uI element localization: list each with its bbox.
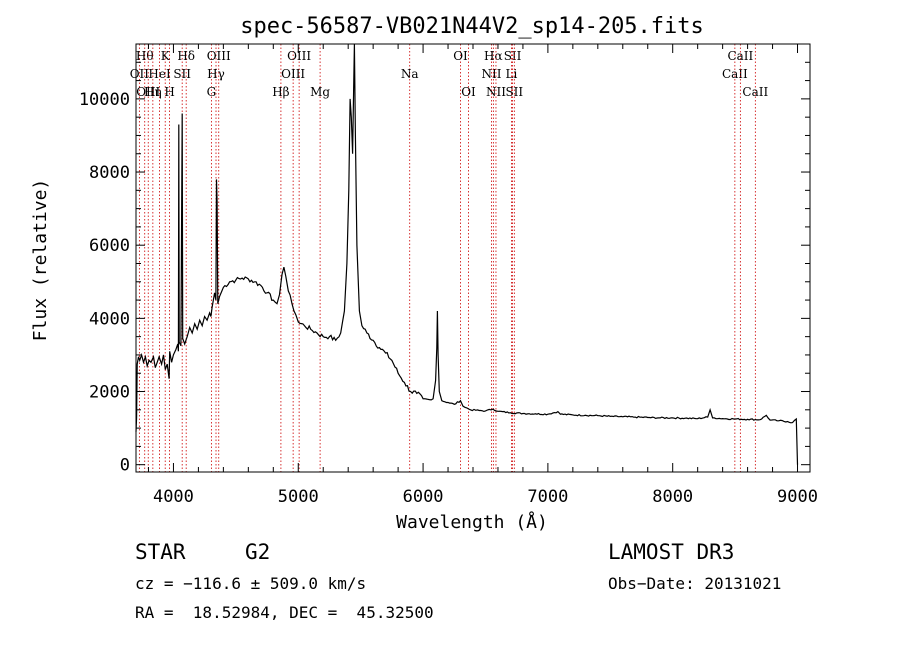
spectral-line-label: Hθ [136, 49, 154, 63]
spectral-line-label: Hη [144, 85, 162, 99]
spectral-line-label: G [207, 85, 217, 99]
object-class: STAR [135, 540, 186, 564]
spectral-line-label: Mg [310, 85, 330, 99]
spectral-line-label: HeI [148, 67, 171, 81]
x-axis-label: Wavelength (Å) [396, 511, 548, 533]
chart-title: spec-56587-VB021N44V2_sp14-205.fits [240, 14, 704, 39]
spectral-line-label: OII [130, 67, 150, 81]
spectral-line-label: OIII [281, 67, 305, 81]
spectral-line-label: OI [461, 85, 476, 99]
y-tick-label: 8000 [89, 163, 130, 183]
spectral-line-label: NII [481, 67, 501, 81]
y-tick-label: 10000 [79, 90, 130, 110]
spectral-line-label: OIII [207, 49, 231, 63]
x-tick-label: 7000 [527, 487, 568, 507]
redshift-velocity: cz = −116.6 ± 509.0 km/s [135, 574, 367, 593]
spectral-line-label: OIII [136, 85, 160, 99]
axis-ticks: 4000 5000 6000 7000 8000 9000 0 2000 4000 6000 800… [79, 44, 818, 507]
spectral-line-label: CaII [727, 49, 753, 63]
spectral-line-label: Hβ [272, 85, 289, 99]
spectral-line-label: H [164, 85, 174, 99]
x-tick-label: 6000 [403, 487, 444, 507]
sky-coordinates: RA = 18.52984, DEC = 45.32500 [135, 603, 434, 622]
survey-name: LAMOST DR3 [608, 540, 735, 564]
spectral-line-label: K [161, 49, 171, 63]
spectral-line-label: OI [453, 49, 468, 63]
spectral-line-label: Hγ [207, 67, 225, 81]
spectral-line-label: OIII [287, 49, 311, 63]
spectral-line-markers: OIIHθOIIIHηHeIKHSIIHδGHγOIIIHβOIIIOIIIMg… [130, 44, 768, 472]
x-tick-label: 9000 [777, 487, 818, 507]
y-tick-label: 0 [120, 456, 130, 476]
y-tick-label: 6000 [89, 236, 130, 256]
x-tick-label: 8000 [652, 487, 693, 507]
spectral-line-label: CaII [742, 85, 768, 99]
spectral-line-label: SII [173, 67, 191, 81]
spectral-line-label: Na [401, 67, 419, 81]
y-tick-label: 2000 [89, 383, 130, 403]
y-tick-label: 4000 [89, 309, 130, 329]
plot-frame [135, 43, 811, 473]
spectral-line-label: Hα [484, 49, 503, 63]
spectral-line-label: Hδ [177, 49, 195, 63]
x-tick-label: 5000 [278, 487, 319, 507]
x-tick-label: 4000 [153, 487, 194, 507]
y-axis-label: Flux (relative) [30, 179, 51, 342]
spectral-line-label: SII [504, 49, 522, 63]
spectrum-series-line [135, 43, 799, 465]
observation-date: Obs−Date: 20131021 [608, 574, 782, 593]
spectral-line-label: NII [486, 85, 506, 99]
spectral-line-label: CaII [722, 67, 748, 81]
spectral-line-label: SII [505, 85, 523, 99]
spectral-line-label: Li [506, 67, 518, 81]
object-subclass: G2 [245, 540, 271, 564]
